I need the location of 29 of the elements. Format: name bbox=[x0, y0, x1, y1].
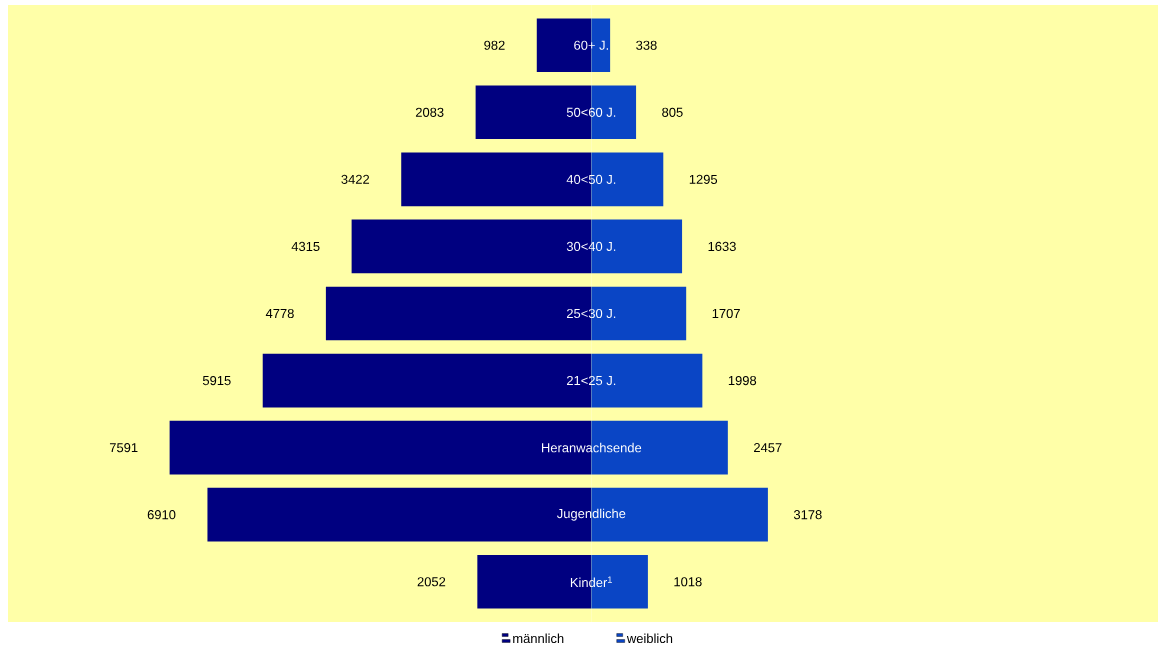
y-tick-label: 30<40 J. bbox=[566, 241, 616, 252]
data-label: 3422 bbox=[341, 174, 370, 184]
data-label: 2083 bbox=[415, 107, 444, 117]
data-label: 2457 bbox=[754, 443, 782, 453]
data-label: 1707 bbox=[712, 308, 740, 319]
legend-label: männlich bbox=[513, 633, 564, 644]
data-label: 7591 bbox=[109, 443, 138, 453]
data-label: 2052 bbox=[417, 577, 446, 587]
y-tick-label: 21<25 J. bbox=[566, 375, 616, 386]
data-label: 338 bbox=[636, 40, 657, 50]
data-label: 6910 bbox=[147, 510, 176, 520]
data-label: 4315 bbox=[291, 241, 320, 252]
data-label: 5915 bbox=[202, 375, 231, 386]
y-tick-label: 60+ J. bbox=[574, 40, 608, 50]
data-label: 3178 bbox=[793, 510, 822, 520]
data-label: 1633 bbox=[708, 241, 736, 252]
data-label: 1998 bbox=[728, 375, 757, 386]
data-label: 805 bbox=[662, 107, 683, 117]
data-label: 982 bbox=[484, 40, 505, 50]
y-tick-label: Heranwachsende bbox=[542, 442, 642, 453]
data-label: 1018 bbox=[674, 577, 702, 587]
data-label: 1295 bbox=[689, 174, 718, 184]
y-tick-label: 40<50 J. bbox=[566, 174, 616, 184]
legend-label: weiblich bbox=[626, 633, 673, 644]
data-label: 4778 bbox=[265, 308, 294, 319]
y-tick-label: Kinder$^{1}$ bbox=[570, 576, 612, 588]
y-tick-label: 50<60 J. bbox=[566, 107, 616, 117]
y-tick-label: Jugendliche bbox=[556, 508, 626, 521]
y-tick-label: 25<30 J. bbox=[566, 308, 616, 319]
